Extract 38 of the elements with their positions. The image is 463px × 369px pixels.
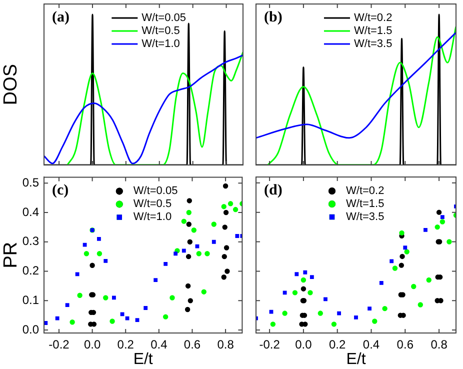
- legend-label: W/t=3.5: [354, 38, 392, 50]
- legend-label: W/t=0.2: [354, 12, 392, 24]
- annotation: (c): [52, 182, 69, 199]
- y-axis-title: PR: [0, 242, 22, 268]
- legend-label: W/t=1.5: [354, 25, 392, 38]
- x-tick-label: 0.2: [329, 338, 346, 352]
- x-tick-label: -0.2: [48, 338, 70, 352]
- y-tick-label: 0.0: [22, 322, 40, 336]
- x-axis-title: E/t: [346, 350, 366, 368]
- legend-label: W/t=3.5: [346, 211, 384, 224]
- y-tick-label: 0.4: [22, 204, 40, 219]
- y-tick-label: 0.3: [22, 234, 40, 248]
- x-tick-label: 0.4: [150, 338, 168, 352]
- annotation: (d): [264, 182, 282, 198]
- x-tick-label: 0.6: [184, 338, 201, 352]
- x-tick-label: 0.0: [295, 338, 312, 352]
- y-tick-label: 0.1: [22, 292, 40, 307]
- x-tick-label: 0.0: [84, 338, 101, 352]
- legend-label: W/t=1.0: [133, 211, 172, 224]
- legend-label: W/t=1.0: [142, 38, 180, 50]
- x-tick-label: 0.8: [217, 338, 234, 352]
- y-tick-label: 0.5: [22, 175, 40, 190]
- x-tick-label: -0.2: [259, 338, 280, 352]
- x-tick-label: 0.6: [396, 338, 414, 352]
- y-tick-label: 0.2: [22, 264, 40, 278]
- x-tick-label: 0.4: [362, 338, 380, 352]
- y-axis-title: DOS: [0, 64, 22, 106]
- legend-label: W/t=1.5: [346, 198, 384, 210]
- x-tick-label: 0.2: [117, 338, 134, 352]
- legend-label: W/t=0.05: [133, 185, 178, 198]
- legend-label: W/t=0.5: [142, 25, 180, 38]
- legend-label: W/t=0.05: [142, 12, 186, 24]
- annotation: (a): [52, 9, 70, 26]
- annotation: (b): [264, 9, 282, 26]
- x-tick-label: 0.8: [430, 338, 448, 352]
- legend-label: W/t=0.2: [346, 185, 384, 198]
- x-axis-title: E/t: [133, 350, 154, 368]
- legend-label: W/t=0.5: [133, 198, 172, 210]
